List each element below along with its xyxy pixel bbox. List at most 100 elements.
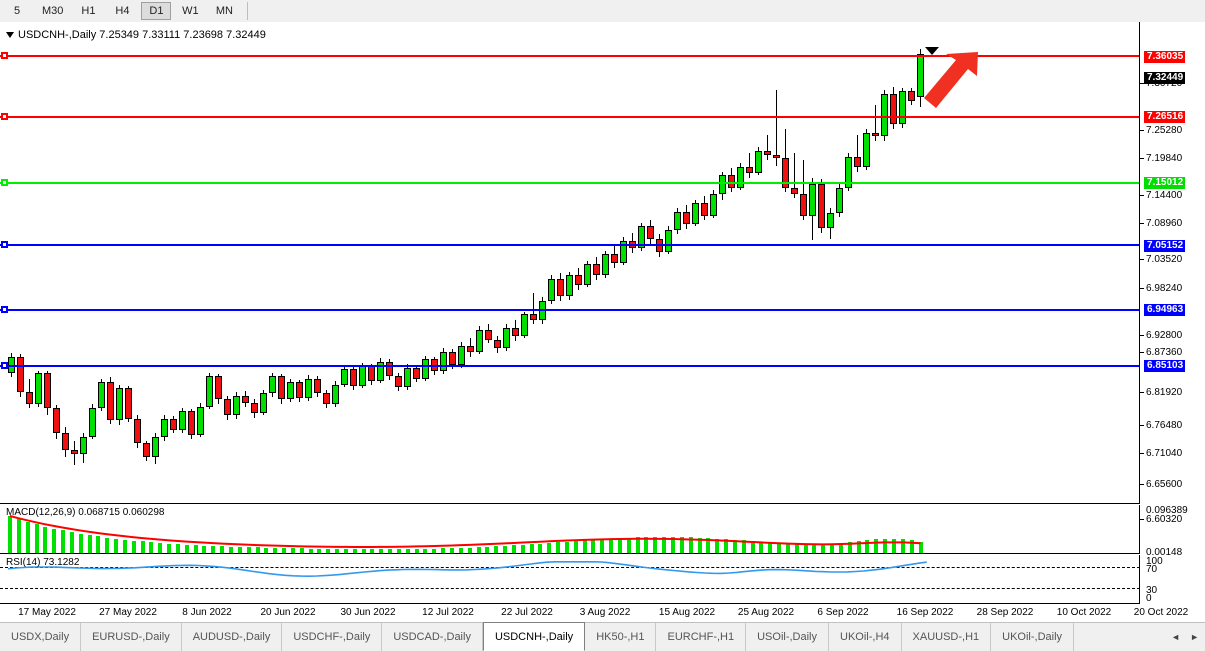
tab-scroll-controls: ◄ ► (1165, 623, 1205, 651)
candle-body (440, 351, 447, 372)
candle-body (188, 411, 195, 435)
macd-bar (529, 544, 534, 553)
resistance-line-upper-anchor[interactable] (1, 52, 8, 59)
timeframe-button-w1[interactable]: W1 (175, 2, 205, 20)
macd-bar (494, 546, 499, 553)
macd-pane[interactable]: MACD(12,26,9) 0.068715 0.060298 (0, 505, 1140, 554)
price-tick (1140, 83, 1144, 84)
resistance-lower-label[interactable]: 7.26516 (1144, 111, 1186, 123)
time-axis-label: 6 Sep 2022 (817, 607, 869, 618)
candle-body (791, 187, 798, 194)
candle-body (395, 376, 402, 388)
chart-tab-eurchf-h1[interactable]: EURCHF-,H1 (656, 623, 747, 651)
timeframe-button-d1[interactable]: D1 (141, 2, 172, 20)
price-scale[interactable]: 7.307207.252807.198407.144007.089607.035… (1140, 22, 1205, 604)
price-pane[interactable]: USDCNH-,Daily 7.25349 7.33111 7.23698 7.… (0, 22, 1140, 504)
candle-body (143, 443, 150, 457)
timeframe-button-mn[interactable]: MN (209, 2, 239, 20)
candle-body (107, 382, 114, 420)
tab-scroll-right-icon[interactable]: ► (1190, 632, 1199, 642)
chart-tab-usoil-daily[interactable]: USOil-,Daily (746, 623, 830, 651)
chart-tab-usdcad-daily[interactable]: USDCAD-,Daily (382, 623, 483, 651)
resistance-line-lower-anchor[interactable] (1, 113, 8, 120)
support-line-3[interactable] (0, 365, 1139, 367)
chart-tab-usdx-daily[interactable]: USDX,Daily (0, 623, 82, 651)
candle-body (341, 368, 348, 385)
timeframe-button-m30[interactable]: M30 (36, 2, 69, 20)
resistance-upper-label[interactable]: 7.36035 (1144, 51, 1186, 63)
support-3-label[interactable]: 6.85103 (1144, 360, 1186, 372)
chart-symbol-header: USDCNH-,Daily 7.25349 7.33111 7.23698 7.… (6, 29, 266, 41)
chart-tab-ukoil-daily[interactable]: UKOil-,Daily (991, 623, 1075, 651)
timeframe-button-m5[interactable]: 5 (2, 2, 32, 20)
up-arrow-annotation-icon[interactable] (920, 50, 986, 110)
candle-body (8, 356, 15, 373)
support-line-1[interactable] (0, 244, 1139, 246)
chart-tab-ukoil-h4[interactable]: UKOil-,H4 (829, 623, 902, 651)
macd-bar (61, 530, 66, 553)
current-price-label[interactable]: 7.32449 (1144, 72, 1186, 84)
pivot-line[interactable] (0, 182, 1139, 184)
price-tick-label: 6.71040 (1146, 448, 1183, 459)
time-axis-label: 16 Sep 2022 (896, 607, 954, 618)
timeframe-button-h4[interactable]: H4 (107, 2, 137, 20)
pivot-line-anchor[interactable] (1, 179, 8, 186)
candle-body (683, 211, 690, 225)
candle-body (593, 264, 600, 276)
pivot-label[interactable]: 7.15012 (1144, 177, 1186, 189)
price-tick (1140, 392, 1144, 393)
candle-body (98, 382, 105, 408)
macd-bar (379, 549, 384, 553)
candle-wick (533, 293, 534, 324)
chart-tab-hk50-h1[interactable]: HK50-,H1 (585, 623, 657, 651)
macd-bar (724, 539, 729, 553)
support-2-label[interactable]: 6.94963 (1144, 304, 1186, 316)
chart-tab-usdcnh-daily[interactable]: USDCNH-,Daily (482, 622, 586, 651)
price-tick-label: 7.08960 (1146, 218, 1183, 229)
macd-bar (175, 544, 180, 553)
support-line-2[interactable] (0, 309, 1139, 311)
macd-bar (16, 519, 21, 553)
macd-bar (122, 539, 127, 553)
support-1-label[interactable]: 7.05152 (1144, 240, 1186, 252)
candle-body (917, 53, 924, 97)
candle-body (422, 359, 429, 379)
candle-body (845, 157, 852, 188)
candle-body (350, 368, 357, 386)
time-axis-label: 3 Aug 2022 (579, 607, 631, 618)
price-tick (1140, 130, 1144, 131)
candle-body (548, 278, 555, 301)
candle-wick (776, 89, 777, 166)
chart-tab-usdchf-daily[interactable]: USDCHF-,Daily (282, 623, 383, 651)
chart-tab-audusd-daily[interactable]: AUDUSD-,Daily (182, 623, 283, 651)
support-line-3-anchor[interactable] (1, 362, 8, 369)
tab-scroll-left-icon[interactable]: ◄ (1171, 632, 1181, 642)
candle-body (809, 183, 816, 216)
macd-bar (503, 545, 508, 553)
resistance-line-lower[interactable] (0, 116, 1139, 118)
price-tick-label: 7.14400 (1146, 190, 1183, 201)
macd-bar (69, 532, 74, 553)
resistance-line-upper[interactable] (0, 55, 1139, 57)
time-axis-label: 12 Jul 2022 (422, 607, 474, 618)
candle-body (251, 402, 258, 413)
timeframe-label: H1 (81, 5, 96, 17)
rsi-pane[interactable]: RSI(14) 73.1282 (0, 555, 1140, 604)
price-tick-label: 6.98240 (1146, 283, 1183, 294)
rsi-line (7, 561, 927, 578)
support-line-1-anchor[interactable] (1, 241, 8, 248)
macd-bar (184, 544, 189, 553)
chart-tab-xauusd-h1[interactable]: XAUUSD-,H1 (902, 623, 992, 651)
chart-tab-eurusd-daily[interactable]: EURUSD-,Daily (81, 623, 182, 651)
toolbar-divider (247, 2, 249, 20)
candle-body (89, 407, 96, 438)
macd-bar (547, 543, 552, 553)
chart-area: USDCNH-,Daily 7.25349 7.33111 7.23698 7.… (0, 22, 1205, 622)
candle-body (764, 151, 771, 155)
candle-body (512, 327, 519, 337)
collapse-triangle-icon[interactable] (6, 32, 14, 38)
support-line-2-anchor[interactable] (1, 306, 8, 313)
candle-body (800, 193, 807, 216)
macd-bar (600, 539, 605, 553)
timeframe-button-h1[interactable]: H1 (73, 2, 103, 20)
